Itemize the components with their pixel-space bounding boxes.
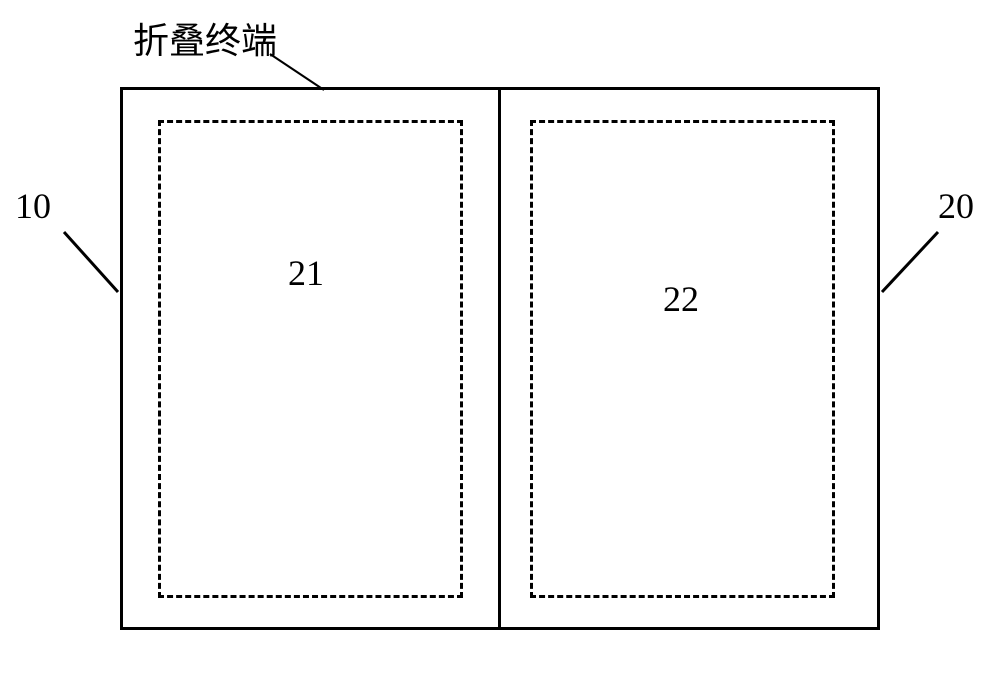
right-inner-panel [530,120,835,598]
left-inner-label: 21 [288,252,324,294]
center-divider [498,87,501,630]
title-label: 折叠终端 [133,12,277,64]
right-inner-label: 22 [663,278,699,320]
left-side-label: 10 [15,185,51,227]
left-inner-panel [158,120,463,598]
right-side-label: 20 [938,185,974,227]
